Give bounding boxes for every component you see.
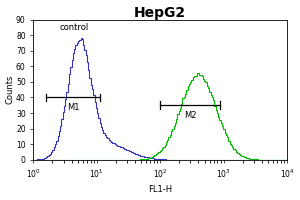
Y-axis label: Counts: Counts	[6, 75, 15, 104]
Text: control: control	[60, 23, 89, 32]
X-axis label: FL1-H: FL1-H	[148, 185, 172, 194]
Text: M2: M2	[184, 111, 196, 120]
Text: M1: M1	[67, 103, 79, 112]
Title: HepG2: HepG2	[134, 6, 186, 20]
